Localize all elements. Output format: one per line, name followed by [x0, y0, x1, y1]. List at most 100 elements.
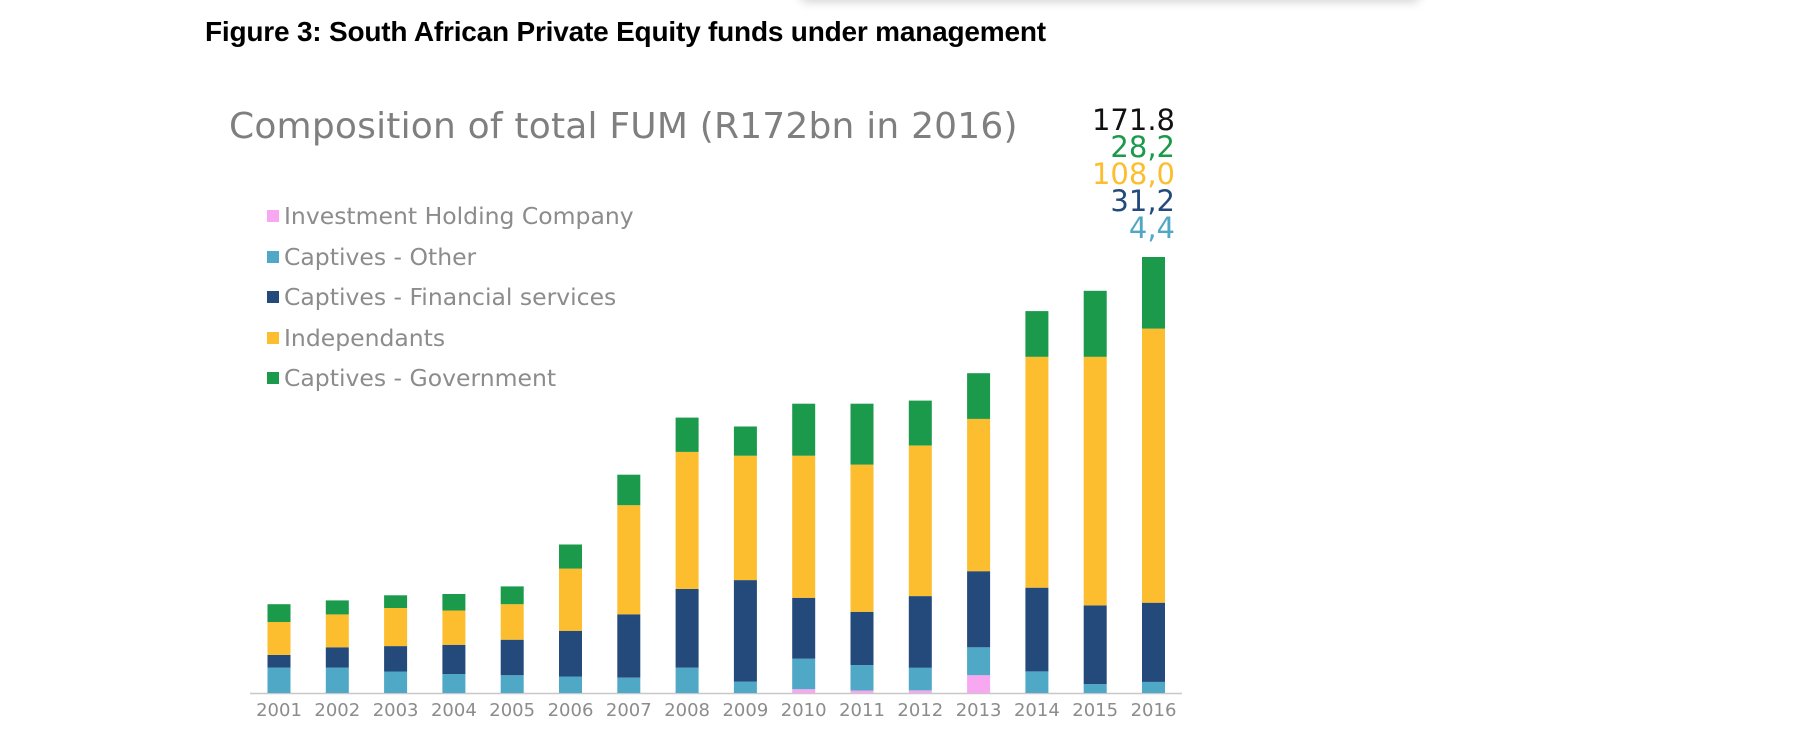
bar-segment-2012-0: [908, 690, 932, 693]
bar-segment-2013-4: [967, 373, 991, 419]
bar-segment-2011-3: [850, 464, 874, 612]
bar-segment-2007-1: [617, 677, 641, 693]
bar-segment-2016-4: [1142, 257, 1165, 329]
bar-segment-2004-4: [442, 594, 466, 611]
legend-swatch: [267, 331, 279, 344]
legend-swatch: [267, 291, 279, 304]
x-tick-label: 2016: [1131, 700, 1177, 721]
bar-segment-2003-1: [384, 671, 408, 693]
x-tick-label: 2014: [1014, 700, 1060, 721]
x-tick-label: 2009: [722, 700, 768, 721]
bar-segment-2001-3: [267, 621, 291, 655]
x-tick-label: 2012: [897, 700, 943, 721]
x-tick-label: 2006: [548, 700, 594, 721]
x-tick-label: 2015: [1072, 700, 1118, 721]
bar-segment-2012-4: [908, 400, 932, 446]
bar-segment-2013-1: [967, 647, 991, 676]
bar-segment-2008-3: [675, 451, 699, 589]
bar-segment-2008-2: [675, 588, 699, 668]
x-tick-label: 2011: [839, 700, 885, 721]
legend-item-captives-government: Captives - Government: [267, 358, 634, 399]
bar-segment-2015-2: [1083, 605, 1107, 685]
bar-segment-2012-1: [908, 667, 932, 691]
annotation-government: 28,2: [1110, 130, 1175, 164]
bar-segment-2013-3: [967, 418, 991, 572]
bar-segment-2015-4: [1083, 290, 1107, 357]
bar-segment-2002-1: [325, 667, 349, 693]
legend-label: Captives - Financial services: [284, 283, 617, 312]
bar-segment-2009-4: [733, 426, 757, 456]
legend-label: Investment Holding Company: [284, 202, 634, 231]
bar-segment-2008-4: [675, 417, 699, 452]
bar-segment-2011-1: [850, 665, 874, 691]
bar-segment-2002-4: [325, 600, 349, 615]
bar-segment-2005-3: [500, 604, 524, 640]
bar-segment-2005-1: [500, 675, 524, 693]
bar-segment-2013-2: [967, 571, 991, 648]
bar-segment-2004-3: [442, 610, 466, 645]
figure-title: Figure 3: South African Private Equity f…: [205, 16, 1046, 47]
x-tick-label: 2007: [606, 700, 652, 721]
x-tick-label: 2003: [373, 700, 419, 721]
bar-segment-2005-2: [500, 639, 524, 676]
legend-label: Independants: [284, 323, 446, 352]
chart-title: Composition of total FUM (R172bn in 2016…: [229, 106, 1018, 147]
legend-item-captives-other: Captives - Other: [267, 237, 634, 278]
bar-segment-2015-1: [1083, 684, 1107, 693]
legend-item-investment-holding: Investment Holding Company: [267, 196, 634, 237]
legend-item-independants: Independants: [267, 318, 634, 359]
x-tick-label: 2004: [431, 700, 477, 721]
bar-segment-2006-2: [559, 630, 582, 677]
bar-segment-2014-1: [1025, 671, 1049, 693]
bar-segment-2004-2: [442, 644, 466, 674]
annotation-financial: 31,2: [1110, 184, 1175, 218]
bar-segment-2009-2: [733, 580, 757, 682]
bar-segment-2016-3: [1142, 328, 1165, 603]
bar-segment-2015-3: [1083, 356, 1107, 606]
bar-segment-2010-2: [792, 597, 816, 659]
x-tick-label: 2005: [489, 700, 535, 721]
bar-segment-2001-4: [267, 604, 291, 622]
legend-swatch: [267, 250, 279, 263]
legend-swatch: [267, 372, 279, 385]
bar-segment-2014-3: [1025, 356, 1049, 588]
bar-segment-2009-3: [733, 455, 757, 581]
bar-segment-2012-2: [908, 596, 932, 668]
bar-segment-2016-1: [1142, 681, 1165, 693]
bar-segment-2010-3: [792, 455, 816, 598]
bar-segment-2004-1: [442, 674, 466, 693]
x-tick-label: 2013: [956, 700, 1002, 721]
bar-segment-2010-1: [792, 658, 816, 690]
bar-segment-2003-4: [384, 595, 408, 608]
bar-segment-2011-4: [850, 403, 874, 465]
bar-segment-2007-3: [617, 505, 641, 615]
bar-segment-2011-0: [850, 690, 874, 693]
chart-legend: Investment Holding Company Captives - Ot…: [267, 196, 634, 399]
bar-segment-2006-4: [559, 544, 582, 569]
bar-segment-2002-2: [325, 647, 349, 668]
bar-segment-2007-4: [617, 474, 641, 506]
legend-label: Captives - Government: [284, 364, 557, 393]
x-tick-label: 2010: [781, 700, 827, 721]
bar-segment-2012-3: [908, 445, 932, 597]
x-tick-label: 2002: [314, 700, 360, 721]
bar-segment-2006-1: [559, 676, 582, 693]
bar-segment-2013-0: [967, 675, 991, 693]
legend-item-captives-financial: Captives - Financial services: [267, 277, 634, 318]
bar-segment-2014-2: [1025, 587, 1049, 672]
bar-segment-2002-3: [325, 614, 349, 648]
annotation-other: 4,4: [1128, 211, 1175, 245]
bar-segment-2001-2: [267, 654, 291, 668]
x-tick-label: 2001: [256, 700, 302, 721]
bar-segment-2009-1: [733, 681, 757, 693]
bar-segment-2006-3: [559, 568, 582, 631]
legend-swatch: [267, 210, 279, 223]
bar-segment-2003-2: [384, 646, 408, 672]
bar-segment-2007-2: [617, 614, 641, 678]
annotation-total: 171.8: [1091, 103, 1175, 137]
x-tick-label: 2008: [664, 700, 710, 721]
annotation-independants: 108,0: [1091, 157, 1175, 191]
bar-segment-2016-2: [1142, 602, 1165, 682]
bar-segment-2010-4: [792, 403, 816, 456]
